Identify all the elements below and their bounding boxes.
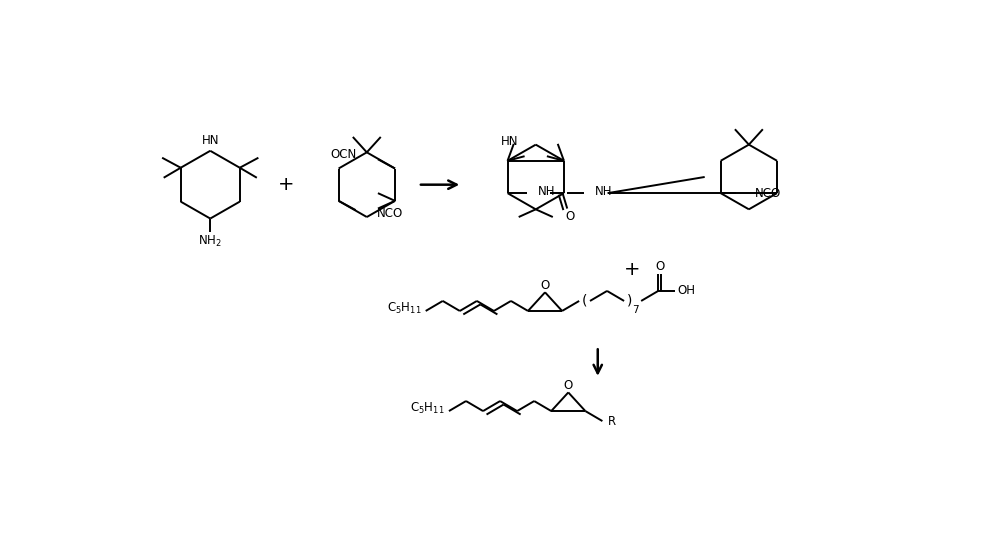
Text: R: R — [608, 415, 616, 428]
Text: HN: HN — [202, 134, 219, 147]
Text: O: O — [566, 210, 575, 223]
Text: NH$_2$: NH$_2$ — [198, 234, 222, 249]
Text: C$_5$H$_{11}$: C$_5$H$_{11}$ — [387, 301, 422, 316]
Text: O: O — [655, 260, 664, 273]
Text: OCN: OCN — [330, 148, 356, 161]
Text: O: O — [564, 379, 573, 392]
Text: NCO: NCO — [377, 207, 404, 220]
Text: NCO: NCO — [755, 187, 781, 200]
Text: NH: NH — [595, 185, 613, 198]
Text: 7: 7 — [632, 305, 638, 315]
Text: ): ) — [627, 294, 633, 308]
Text: HN: HN — [501, 135, 519, 148]
Text: (: ( — [582, 294, 588, 308]
Text: O: O — [540, 279, 550, 292]
Text: C$_5$H$_{11}$: C$_5$H$_{11}$ — [410, 401, 445, 416]
Text: +: + — [278, 175, 294, 194]
Text: +: + — [624, 260, 641, 279]
Text: OH: OH — [677, 285, 695, 298]
Text: NH: NH — [538, 185, 555, 198]
